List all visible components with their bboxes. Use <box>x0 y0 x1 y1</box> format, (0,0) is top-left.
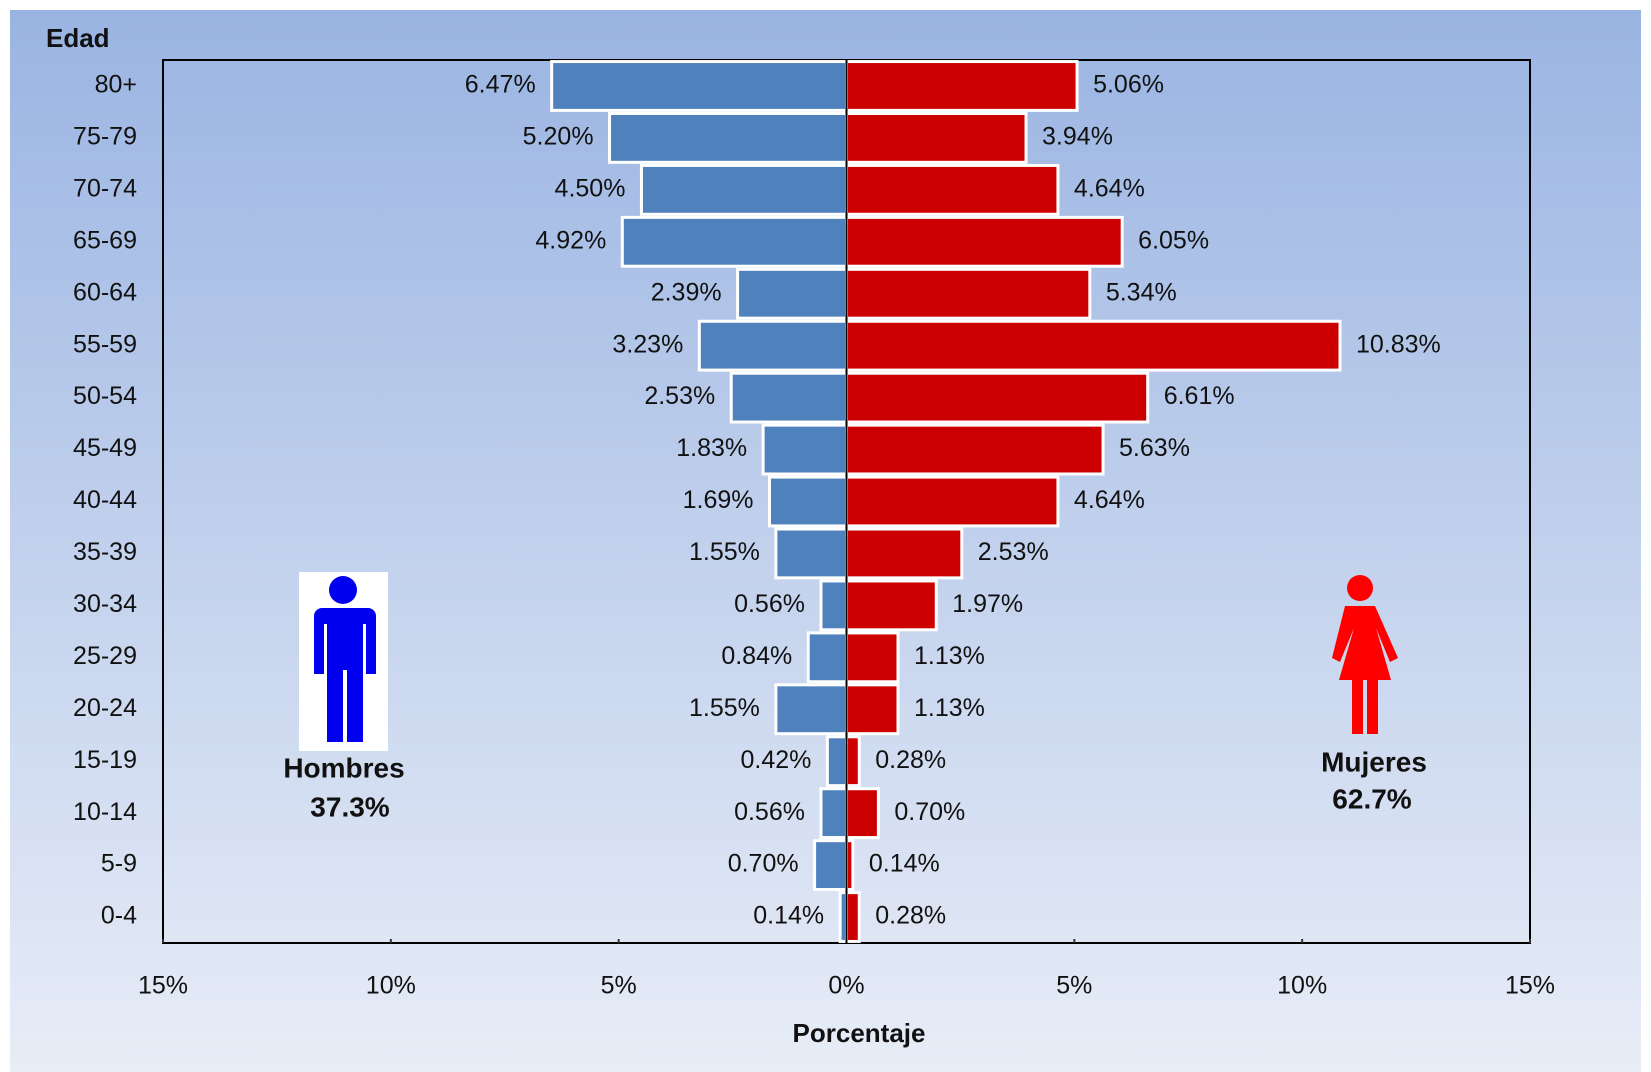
data-label: 0.56% <box>734 590 805 618</box>
bar <box>819 579 848 632</box>
x-tick-label: 15% <box>138 972 188 1000</box>
data-label: 5.06% <box>1093 71 1164 99</box>
data-label: 0.70% <box>894 798 965 826</box>
bar <box>845 111 1028 164</box>
y-tick-label: 15-19 <box>73 746 137 774</box>
bar <box>845 631 900 684</box>
data-label: 5.20% <box>523 123 594 151</box>
bar <box>845 527 964 580</box>
data-label: 3.23% <box>612 330 683 358</box>
data-label: 4.50% <box>555 174 626 202</box>
bar <box>729 371 848 424</box>
bar <box>845 891 861 943</box>
data-label: 0.84% <box>721 642 792 670</box>
y-tick-label: 0-4 <box>101 902 137 930</box>
bar <box>845 163 1060 216</box>
bar <box>813 839 848 892</box>
y-tick-label: 60-64 <box>73 278 137 306</box>
series-share: 37.3% <box>310 791 389 822</box>
bar <box>608 111 849 164</box>
data-label: 2.39% <box>651 278 722 306</box>
data-label: 1.13% <box>914 642 985 670</box>
x-tick-label: 10% <box>1277 972 1327 1000</box>
bar <box>774 683 848 736</box>
bar <box>620 215 849 268</box>
data-label: 2.53% <box>978 538 1049 566</box>
bar <box>845 371 1150 424</box>
data-label: 1.69% <box>683 486 754 514</box>
data-label: 6.61% <box>1164 382 1235 410</box>
x-tick-label: 15% <box>1505 972 1555 1000</box>
data-label: 4.64% <box>1074 486 1145 514</box>
y-tick-label: 20-24 <box>73 694 137 722</box>
bar <box>845 423 1105 476</box>
data-label: 6.05% <box>1138 226 1209 254</box>
data-label: 0.28% <box>875 746 946 774</box>
bar <box>845 267 1092 320</box>
data-label: 4.64% <box>1074 174 1145 202</box>
series-name: Hombres <box>283 752 404 783</box>
bar <box>767 475 848 528</box>
series-share: 62.7% <box>1332 783 1411 814</box>
y-tick-label: 10-14 <box>73 798 137 826</box>
y-tick-label: 65-69 <box>73 226 137 254</box>
data-label: 0.56% <box>734 798 805 826</box>
data-label: 1.97% <box>952 590 1023 618</box>
bar <box>845 215 1124 268</box>
data-label: 5.63% <box>1119 434 1190 462</box>
data-label: 1.13% <box>914 694 985 722</box>
data-label: 6.47% <box>465 71 536 99</box>
y-tick-label: 70-74 <box>73 174 137 202</box>
bar <box>845 319 1342 372</box>
y-tick-label: 55-59 <box>73 330 137 358</box>
female-icon <box>1332 575 1398 734</box>
y-tick-label: 30-34 <box>73 590 137 618</box>
bar <box>819 787 848 840</box>
data-label: 0.28% <box>875 902 946 930</box>
data-label: 0.70% <box>728 850 799 878</box>
y-tick-label: 75-79 <box>73 123 137 151</box>
bar <box>806 631 848 684</box>
y-tick-label: 80+ <box>95 71 137 99</box>
bar <box>845 683 900 736</box>
bar <box>774 527 848 580</box>
bar <box>825 735 848 788</box>
x-tick-label: 0% <box>828 972 864 1000</box>
bar <box>845 735 861 788</box>
data-label: 5.34% <box>1106 278 1177 306</box>
data-label: 2.53% <box>644 382 715 410</box>
data-label: 1.83% <box>676 434 747 462</box>
series-name: Mujeres <box>1321 746 1427 777</box>
y-tick-label: 5-9 <box>101 850 137 878</box>
bar <box>550 60 848 112</box>
x-tick-label: 5% <box>601 972 637 1000</box>
data-label: 1.55% <box>689 538 760 566</box>
data-label: 10.83% <box>1356 330 1441 358</box>
y-tick-label: 45-49 <box>73 434 137 462</box>
x-tick-label: 10% <box>366 972 416 1000</box>
bar <box>845 60 1079 112</box>
bar <box>761 423 848 476</box>
x-axis-label: Porcentaje <box>793 1018 926 1048</box>
data-label: 3.94% <box>1042 123 1113 151</box>
data-label: 1.55% <box>689 694 760 722</box>
bar <box>697 319 848 372</box>
male-icon <box>299 572 388 751</box>
bar <box>639 163 849 216</box>
bar <box>845 579 938 632</box>
y-tick-label: 40-44 <box>73 486 137 514</box>
data-label: 0.14% <box>869 850 940 878</box>
y-tick-label: 50-54 <box>73 382 137 410</box>
data-label: 0.42% <box>740 746 811 774</box>
y-tick-label: 25-29 <box>73 642 137 670</box>
bar <box>845 787 880 840</box>
bar <box>845 475 1060 528</box>
data-label: 4.92% <box>535 226 606 254</box>
y-axis-label: Edad <box>46 23 110 53</box>
data-label: 0.14% <box>753 902 824 930</box>
y-tick-label: 35-39 <box>73 538 137 566</box>
bar <box>736 267 848 320</box>
x-tick-label: 5% <box>1056 972 1092 1000</box>
